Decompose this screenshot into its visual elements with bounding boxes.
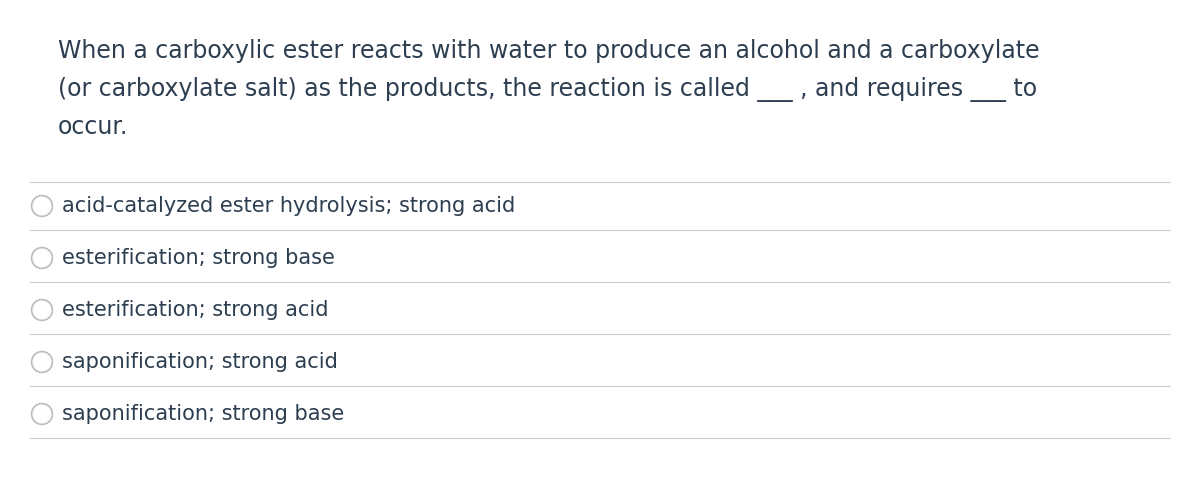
Text: acid-catalyzed ester hydrolysis; strong acid: acid-catalyzed ester hydrolysis; strong … bbox=[62, 196, 515, 216]
Text: esterification; strong base: esterification; strong base bbox=[62, 248, 335, 268]
Ellipse shape bbox=[31, 352, 53, 372]
Text: occur.: occur. bbox=[58, 115, 128, 139]
Ellipse shape bbox=[31, 196, 53, 216]
Ellipse shape bbox=[31, 404, 53, 424]
Text: When a carboxylic ester reacts with water to produce an alcohol and a carboxylat: When a carboxylic ester reacts with wate… bbox=[58, 39, 1039, 63]
Text: esterification; strong acid: esterification; strong acid bbox=[62, 300, 329, 320]
Text: saponification; strong base: saponification; strong base bbox=[62, 404, 344, 424]
Ellipse shape bbox=[31, 299, 53, 321]
Text: saponification; strong acid: saponification; strong acid bbox=[62, 352, 338, 372]
Ellipse shape bbox=[31, 247, 53, 268]
Text: (or carboxylate salt) as the products, the reaction is called ___ , and requires: (or carboxylate salt) as the products, t… bbox=[58, 77, 1037, 102]
